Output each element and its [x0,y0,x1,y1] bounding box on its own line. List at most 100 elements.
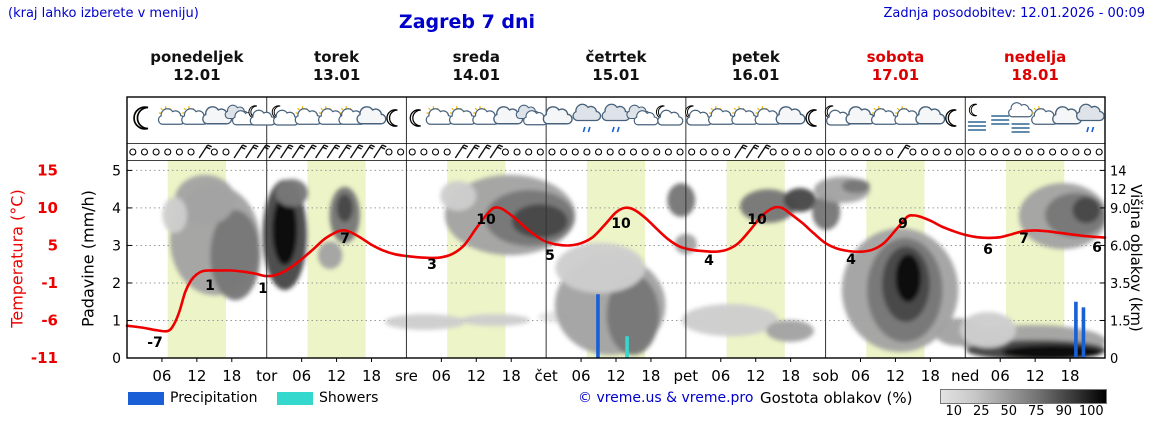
wind-calm-circle-icon [594,148,603,156]
wind-calm-circle-icon [723,148,731,156]
wind-calm-circle-icon [676,148,684,156]
vreme-copyright-link[interactable]: © vreme.us & vreme.pro [578,390,754,406]
precip-tick-label: 2 [112,276,121,292]
density-tick-label: 75 [1027,404,1045,419]
cloud-icon [633,110,659,126]
precip-tick-label: 3 [112,238,121,254]
weather-icon-moon [386,109,398,127]
temperature-value: 4 [704,253,714,269]
wind-calm-circle-icon [140,148,149,156]
wind-barb-icon [361,144,375,159]
cloud-icon [157,108,186,125]
hour-label: 18 [921,367,940,385]
wind-calm-circle-icon [1014,148,1022,156]
temp-tick-label: 5 [48,236,58,254]
wind-calm-circle-icon [525,148,533,156]
cloud-icon [871,108,899,125]
wind-calm-circle-icon [618,148,626,156]
wind-symbols-row [129,144,1103,159]
weather-icon-sun-cloud [157,106,186,125]
weather-icon-sun-cloud [472,106,500,125]
weather-icon-moon-cloud [655,105,684,126]
hour-label: 18 [641,367,660,385]
weather-icon-clouds [626,104,659,126]
weather-icon-sun-cloud [894,106,922,125]
weather-icon-sun-cloud [871,106,899,125]
wind-calm-circle-icon [1083,148,1092,156]
day-name: petek [731,48,780,66]
precipitation-bar [596,294,600,358]
density-tick-label: 10 [945,404,963,419]
cloud-icon [686,109,713,126]
weather-icon-sun-cloud [708,106,736,125]
wind-barb-icon [256,144,271,159]
moon-icon [386,109,398,127]
temperature-value: 1 [258,281,268,297]
cloud-blob [667,183,696,217]
wind-calm-circle-icon [210,148,218,156]
cloud-blob [317,241,343,270]
cloud-blob [812,194,841,231]
wind-calm-circle-icon [886,148,894,156]
weather-icon-moon [805,109,817,127]
hour-label: 06 [851,367,870,385]
cloud-tick-label: 9.0 [1110,202,1131,217]
wind-calm-circle-icon [536,148,544,156]
temperature-value: 5 [545,248,555,264]
wind-calm-circle-icon [560,148,568,156]
cloud-icon [356,106,387,125]
wind-barb-icon [338,144,352,159]
wind-calm-circle-icon [385,148,393,156]
cloud-blob [459,314,530,327]
weather-icon-cloud [845,106,876,125]
wind-calm-circle-icon [1060,148,1068,156]
cloud-tick-label: 12 [1110,183,1127,198]
day-name: sobota [866,48,925,66]
cloud-icon [1076,103,1105,122]
precip-tick-label: 5 [112,163,121,179]
hour-label: 18 [781,367,800,385]
hour-label: 18 [222,367,241,385]
cloud-icon [448,108,477,125]
wind-calm-circle-icon [1037,148,1045,156]
density-tick-label: 50 [1000,404,1018,419]
hour-label: 06 [292,367,311,385]
wind-calm-circle-icon [816,148,824,156]
hour-label: 12 [467,367,486,385]
day-abbrev-label: pet [674,367,699,385]
wind-calm-circle-icon [1095,148,1103,156]
temp-tick-label: 15 [37,161,58,179]
wind-barb-icon [466,144,480,159]
weather-icon-fog [991,115,1010,125]
rain-drops-icon [1091,126,1095,133]
wind-calm-circle-icon [222,148,230,156]
wind-barb-icon [268,144,282,159]
weather-icon-moon-big [133,106,149,130]
hour-label: 12 [746,367,765,385]
cloud-blob [841,179,870,194]
day-name: četrtek [585,48,647,66]
day-name: torek [314,48,360,66]
cloud-blob [555,242,646,294]
day-name: ponedeljek [150,48,244,66]
wind-barb-icon [349,144,364,159]
wind-calm-circle-icon [653,148,661,156]
temp-tick-label: -1 [41,274,58,292]
weather-icon-rain-cloud [572,103,602,133]
temperature-value: 1 [205,278,215,294]
day-name: nedelja [1004,48,1067,66]
day-date: 14.01 [452,66,501,84]
wind-barb-icon [478,144,492,159]
weather-icon-sun-cloud [731,106,759,125]
temperature-value: 7 [1019,231,1029,247]
cloud-density-legend-label: Gostota oblakov (%) [760,389,913,407]
wind-barb-icon [897,144,911,159]
wind-calm-circle-icon [571,148,579,156]
day-abbrev-label: ned [951,367,979,385]
cloud-icon [657,109,684,126]
cloud-icon [249,109,276,126]
moon-icon [133,106,149,130]
cloud-tick-label: 3.5 [1110,277,1131,292]
